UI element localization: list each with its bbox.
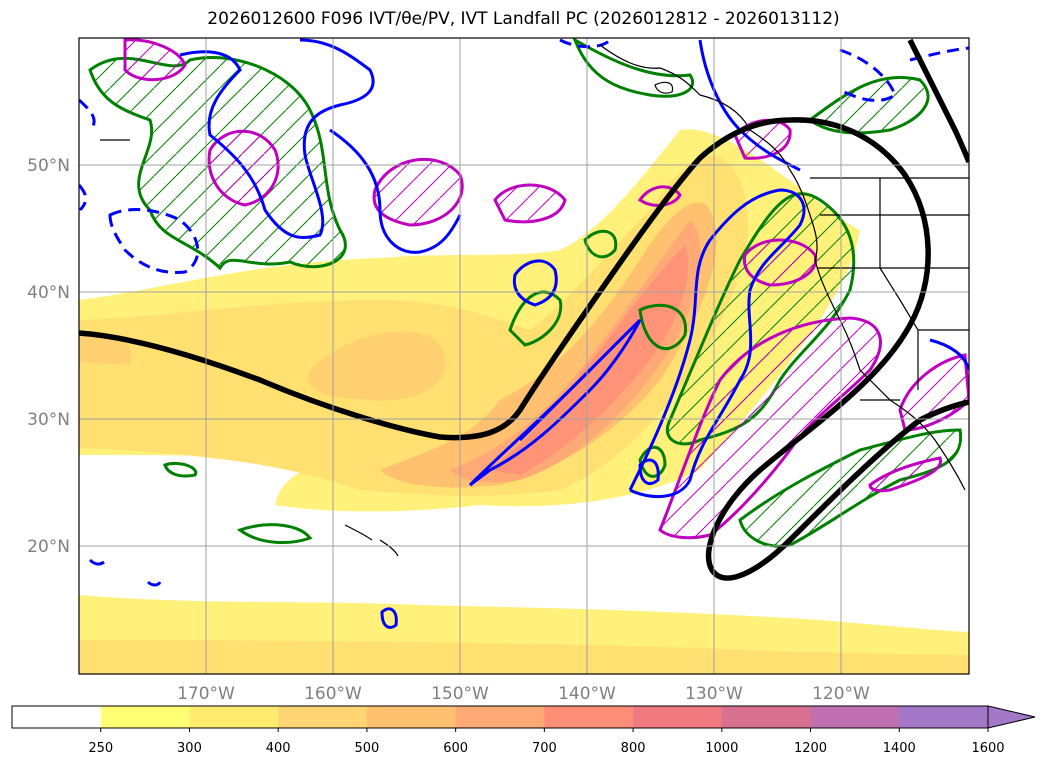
colorbar-tick-label: 1000 [705, 741, 738, 756]
colorbar-tick-label: 1600 [971, 741, 1004, 756]
landfall-pc-contours [79, 38, 969, 581]
lat-label-30n: 30°N [27, 410, 70, 430]
lon-labels: 170°W 160°W 150°W 140°W 130°W 120°W [177, 684, 870, 704]
colorbar-ticks: 250 300 400 500 600 700 800 1000 1200 1400 1600 [88, 728, 1005, 756]
lon-label-130w: 130°W [685, 684, 743, 704]
colorbar-tick-label: 600 [443, 741, 468, 756]
lat-labels: 50°N 40°N 30°N 20°N [27, 156, 70, 557]
colorbar-tick-label: 400 [266, 741, 291, 756]
colorbar-segment [455, 706, 545, 728]
lon-label-160w: 160°W [304, 684, 362, 704]
colorbar-segment [100, 706, 190, 728]
ivt-shading [79, 129, 969, 674]
colorbar-tick-label: 1400 [883, 741, 916, 756]
colorbar-tick-label: 300 [177, 741, 202, 756]
lon-label-140w: 140°W [558, 684, 616, 704]
lat-label-50n: 50°N [27, 156, 70, 176]
colorbar-segment [278, 706, 368, 728]
colorbar-tick-label: 800 [621, 741, 646, 756]
lat-label-40n: 40°N [27, 283, 70, 303]
colorbar-segment [810, 706, 900, 728]
lon-label-170w: 170°W [177, 684, 235, 704]
theta-e-dashed-contours [79, 38, 969, 275]
colorbar-frame [11, 705, 989, 729]
colorbar-segment [366, 706, 457, 728]
lon-label-150w: 150°W [431, 684, 489, 704]
map-frame [78, 37, 970, 675]
colorbar-tick-label: 1200 [794, 741, 827, 756]
colorbar-tick-label: 500 [354, 741, 379, 756]
colorbar-segment [633, 706, 723, 728]
colorbar-segment [721, 706, 812, 728]
map-gridlines [79, 38, 969, 674]
colorbar-segment [12, 706, 102, 728]
colorbar: 250 300 400 500 600 700 800 1000 1200 1400 1600 [11, 705, 1036, 756]
colorbar-segment [899, 706, 989, 728]
lat-label-20n: 20°N [27, 537, 70, 557]
colorbar-segment [189, 706, 279, 728]
lon-label-120w: 120°W [812, 684, 870, 704]
map-title: 2026012600 F096 IVT/θe/PV, IVT Landfall … [207, 9, 840, 29]
colorbar-tick-label: 250 [88, 741, 113, 756]
colorbar-extend-arrow [987, 705, 1036, 729]
colorbar-segment [544, 706, 634, 728]
coastlines [100, 44, 969, 557]
theta-e-contours [88, 38, 969, 629]
colorbar-segments [12, 706, 989, 728]
colorbar-tick-label: 700 [532, 741, 557, 756]
